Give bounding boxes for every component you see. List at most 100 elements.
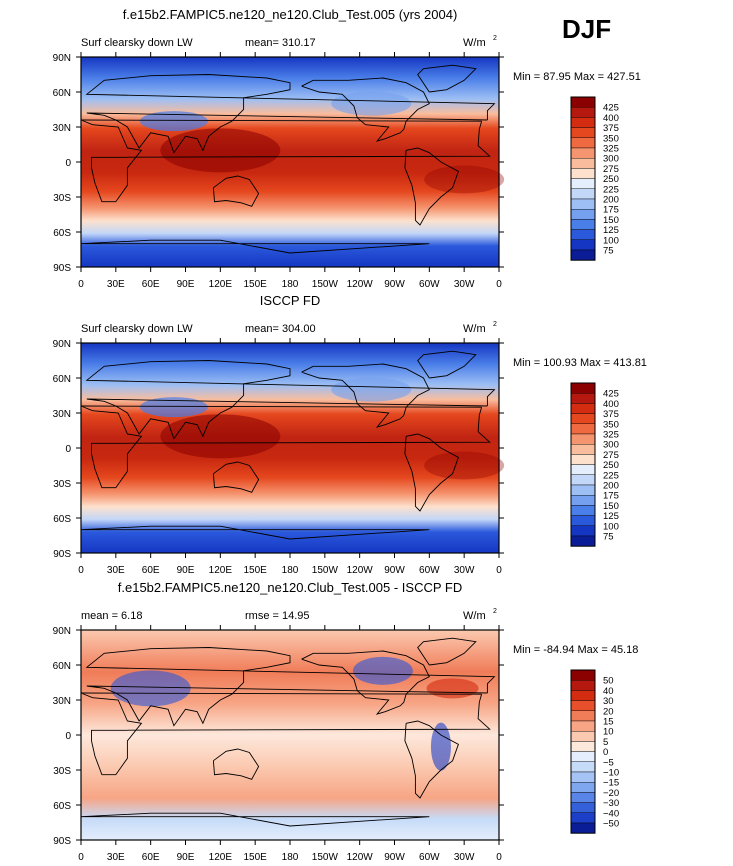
coastline [80, 239, 430, 254]
coastline [80, 405, 491, 489]
mean-label: mean= 310.17 [245, 37, 316, 49]
lon-tick-label: 30E [107, 852, 125, 863]
lat-tick-label: 90N [53, 626, 71, 637]
lat-tick-label: 60S [53, 228, 71, 239]
lon-tick-label: 150W [312, 565, 339, 576]
colorbar-box [570, 413, 596, 425]
rmse-label: rmse = 14.95 [245, 610, 310, 622]
warm-region [424, 165, 505, 194]
lat-tick-label: 90S [53, 836, 71, 847]
lat-tick-label: 90S [53, 263, 71, 274]
colorbar-frame [570, 96, 596, 261]
lon-tick-label: 150E [243, 279, 267, 290]
lon-tick-label: 150E [243, 852, 267, 863]
colorbar-label: −30 [603, 798, 619, 809]
panel-title: f.e15b2.FAMPIC5.ne120_ne120.Club_Test.00… [123, 7, 458, 22]
colorbar-label: −10 [603, 768, 619, 779]
lon-tick-label: 180 [282, 852, 299, 863]
units-superscript: 2 [493, 608, 497, 615]
colorbar-label: 200 [603, 195, 619, 206]
colorbar-box [570, 525, 596, 537]
colorbar-box [570, 229, 596, 241]
lon-tick-label: 30W [454, 852, 475, 863]
colorbar-box [570, 782, 596, 793]
colorbar-label: 150 [603, 215, 619, 226]
colorbar-box [570, 505, 596, 516]
coastline [80, 692, 491, 776]
colorbar-box [570, 535, 596, 547]
coastline [301, 650, 430, 715]
lat-tick-label: 0 [65, 158, 71, 169]
lat-tick-label: 60S [53, 801, 71, 812]
lat-tick-label: 30N [53, 696, 71, 707]
coastline [404, 147, 459, 226]
panel-title: ISCCP FD [260, 293, 320, 308]
coastline [212, 175, 260, 207]
colorbar-label: 100 [603, 521, 619, 532]
lat-tick-label: 30S [53, 193, 71, 204]
coastline [80, 119, 491, 203]
colorbar-label: 250 [603, 460, 619, 471]
colorbar-box [570, 239, 596, 251]
colorbar-box [570, 198, 596, 210]
season-label: DJF [562, 14, 612, 44]
colorbar-label: 15 [603, 717, 614, 728]
warm-region [424, 451, 505, 480]
colorbar-label: 400 [603, 113, 619, 124]
na-cold [331, 91, 412, 116]
colorbar-box [570, 96, 596, 108]
colorbar-label: −20 [603, 788, 619, 799]
lat-tick-label: 60N [53, 88, 71, 99]
colorbar-label: 250 [603, 174, 619, 185]
lon-tick-label: 30E [107, 279, 125, 290]
lon-tick-label: 60W [419, 852, 440, 863]
lat-tick-label: 60S [53, 514, 71, 525]
mean-label: mean = 6.18 [81, 610, 142, 622]
coastline [85, 74, 496, 154]
colorbar-label: 150 [603, 501, 619, 512]
colorbar-box [570, 710, 596, 722]
coastline [417, 64, 477, 93]
lon-tick-label: 90W [384, 565, 405, 576]
diff-blue [352, 656, 413, 685]
colorbar-box [570, 464, 596, 476]
colorbar-box [570, 771, 596, 783]
lon-tick-label: 0 [496, 852, 502, 863]
lon-tick-label: 120W [347, 852, 374, 863]
colorbar-box [570, 669, 596, 681]
colorbar-box [570, 792, 596, 803]
diff-red [426, 678, 479, 699]
colorbar-label: 300 [603, 154, 619, 165]
lat-tick-label: 90N [53, 53, 71, 64]
units-superscript: 2 [493, 321, 497, 328]
colorbar-label: 425 [603, 389, 619, 400]
colorbar-box [570, 147, 596, 159]
colorbar-box [570, 403, 596, 414]
colorbar-box [570, 690, 596, 701]
lat-tick-label: 90S [53, 549, 71, 560]
units-label: W/m [463, 37, 486, 49]
colorbar-box [570, 680, 596, 691]
coastline [301, 363, 430, 428]
lon-tick-label: 120W [347, 279, 374, 290]
lat-tick-label: 30N [53, 409, 71, 420]
colorbar-label: 40 [603, 686, 614, 697]
lat-tick-label: 90N [53, 339, 71, 350]
lon-tick-label: 150E [243, 565, 267, 576]
lat-tick-label: 60N [53, 661, 71, 672]
colorbar-label: 5 [603, 737, 608, 748]
lon-tick-label: 180 [282, 565, 299, 576]
colorbar-box [570, 454, 596, 465]
colorbar-label: 375 [603, 409, 619, 420]
colorbar-box [570, 127, 596, 138]
lon-tick-label: 30W [454, 565, 475, 576]
tibet-cold [139, 397, 208, 418]
units-label: W/m [463, 610, 486, 622]
lon-tick-label: 0 [78, 852, 84, 863]
lon-tick-label: 150W [312, 279, 339, 290]
colorbar-box [570, 219, 596, 230]
colorbar-frame [570, 382, 596, 547]
lon-tick-label: 90W [384, 852, 405, 863]
colorbar-box [570, 208, 596, 220]
colorbar-box [570, 761, 596, 773]
